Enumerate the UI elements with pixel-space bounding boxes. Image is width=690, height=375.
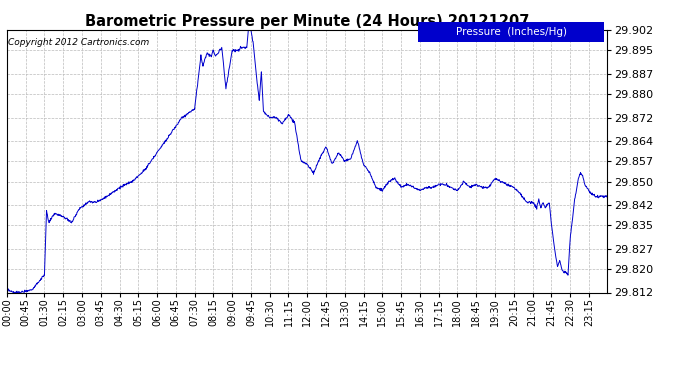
Bar	[418, 22, 604, 42]
Title: Barometric Pressure per Minute (24 Hours) 20121207: Barometric Pressure per Minute (24 Hours…	[85, 14, 529, 29]
Text: Copyright 2012 Cartronics.com: Copyright 2012 Cartronics.com	[8, 38, 149, 47]
Text: Pressure  (Inches/Hg): Pressure (Inches/Hg)	[455, 27, 566, 37]
